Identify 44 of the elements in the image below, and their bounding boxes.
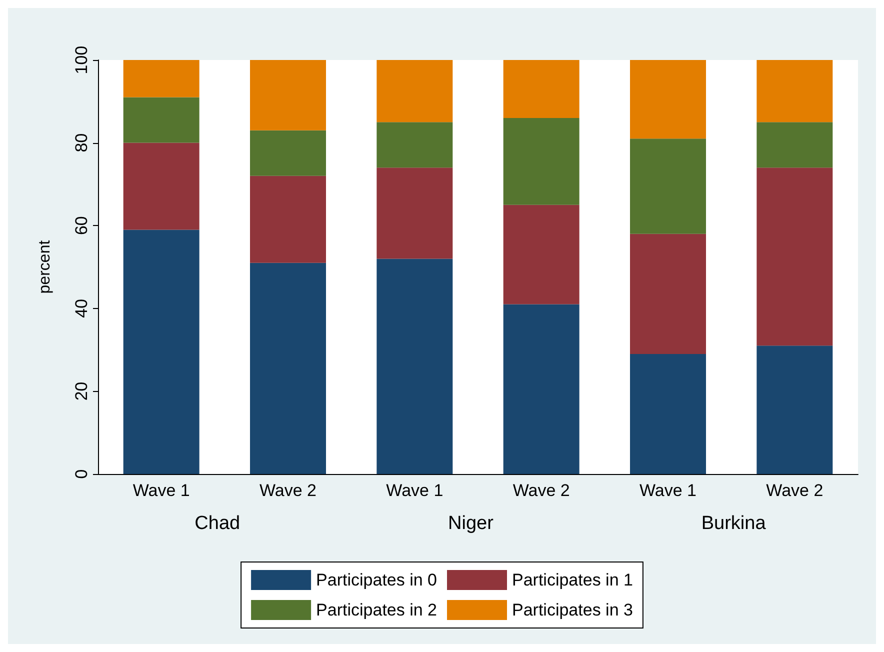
legend-label: Participates in 3: [512, 600, 633, 620]
bar: [503, 60, 580, 118]
y-tick-label: 100: [72, 46, 91, 74]
bar: [250, 176, 326, 263]
bar: [630, 234, 706, 354]
bar: [123, 97, 200, 143]
bar: [123, 230, 200, 474]
bar: [503, 304, 580, 474]
y-tick-label: 0: [72, 469, 91, 479]
text: Chad: [194, 513, 240, 534]
bar: [123, 60, 200, 98]
bar: [250, 130, 326, 176]
bar: [376, 60, 453, 122]
text: Niger: [448, 513, 494, 534]
x-tick-label: Wave 2: [766, 481, 824, 500]
y-tick-label: 40: [72, 298, 91, 318]
bar: [630, 138, 706, 234]
bar: [630, 60, 706, 139]
y-axis-title: percent: [36, 240, 54, 294]
y-tick-label: 60: [72, 216, 91, 236]
legend-label: Participates in 1: [512, 570, 633, 590]
text: Burkina: [701, 513, 766, 534]
legend-label: Participates in 0: [316, 570, 437, 590]
bar: [503, 204, 580, 304]
bar: [376, 258, 453, 474]
legend-label: Participates in 2: [316, 600, 437, 620]
bar: [756, 168, 833, 346]
bar: [503, 118, 580, 205]
x-tick-label: Wave 1: [639, 481, 697, 500]
bar: [250, 60, 326, 130]
bar: [756, 122, 833, 168]
x-tick-label: Wave 2: [259, 481, 317, 500]
x-tick-label: Wave 1: [386, 481, 444, 500]
bar: [756, 60, 833, 122]
x-tick-label: Wave 2: [512, 481, 570, 500]
bar: [756, 346, 833, 474]
y-tick-label: 80: [72, 133, 91, 152]
bar: [376, 168, 453, 259]
x-tick-label: Wave 1: [132, 481, 190, 500]
bar: [250, 262, 326, 474]
bar: [630, 354, 706, 474]
bar: [123, 142, 200, 230]
bar: [376, 122, 453, 168]
y-tick-label: 20: [72, 382, 91, 401]
